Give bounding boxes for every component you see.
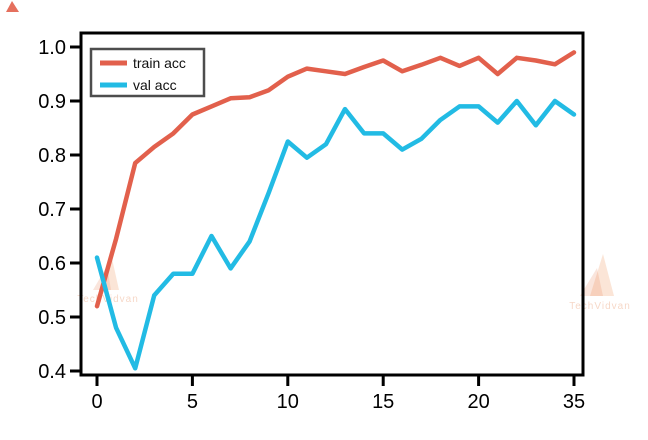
train-acc-legend-label: train acc <box>133 55 186 71</box>
plot-area-border <box>79 31 585 377</box>
x-tick-label: 20 <box>467 391 489 413</box>
x-tick-label: 5 <box>187 391 198 413</box>
watermark-sail-icon <box>580 268 603 296</box>
watermark-text: TechVidvan <box>569 301 631 312</box>
watermark-sail-icon <box>590 254 614 296</box>
legend: train acc val acc <box>89 47 206 98</box>
y-tick-label: 0.4 <box>38 361 66 383</box>
train-acc-line <box>94 50 577 309</box>
watermark-corner-icon <box>6 1 19 12</box>
y-tick-label: 1.0 <box>38 37 66 59</box>
x-tick-label: 10 <box>277 391 299 413</box>
watermark-right: TechVidvan <box>569 254 631 312</box>
y-tick-label: 0.5 <box>38 307 66 329</box>
x-tick-label: 35 <box>563 391 585 413</box>
y-axis: 0.4 0.5 0.6 0.7 0.8 0.9 1.0 <box>38 37 81 383</box>
y-tick-label: 0.9 <box>38 91 66 113</box>
x-tick-label: 15 <box>372 391 394 413</box>
x-axis: 0 5 10 15 20 35 <box>91 375 585 413</box>
val-acc-line <box>94 98 577 371</box>
x-tick-label: 0 <box>91 391 102 413</box>
y-tick-label: 0.8 <box>38 145 66 167</box>
val-acc-legend-label: val acc <box>133 77 177 93</box>
legend-box <box>89 47 206 98</box>
y-tick-label: 0.7 <box>38 199 66 221</box>
y-tick-label: 0.6 <box>38 253 66 275</box>
